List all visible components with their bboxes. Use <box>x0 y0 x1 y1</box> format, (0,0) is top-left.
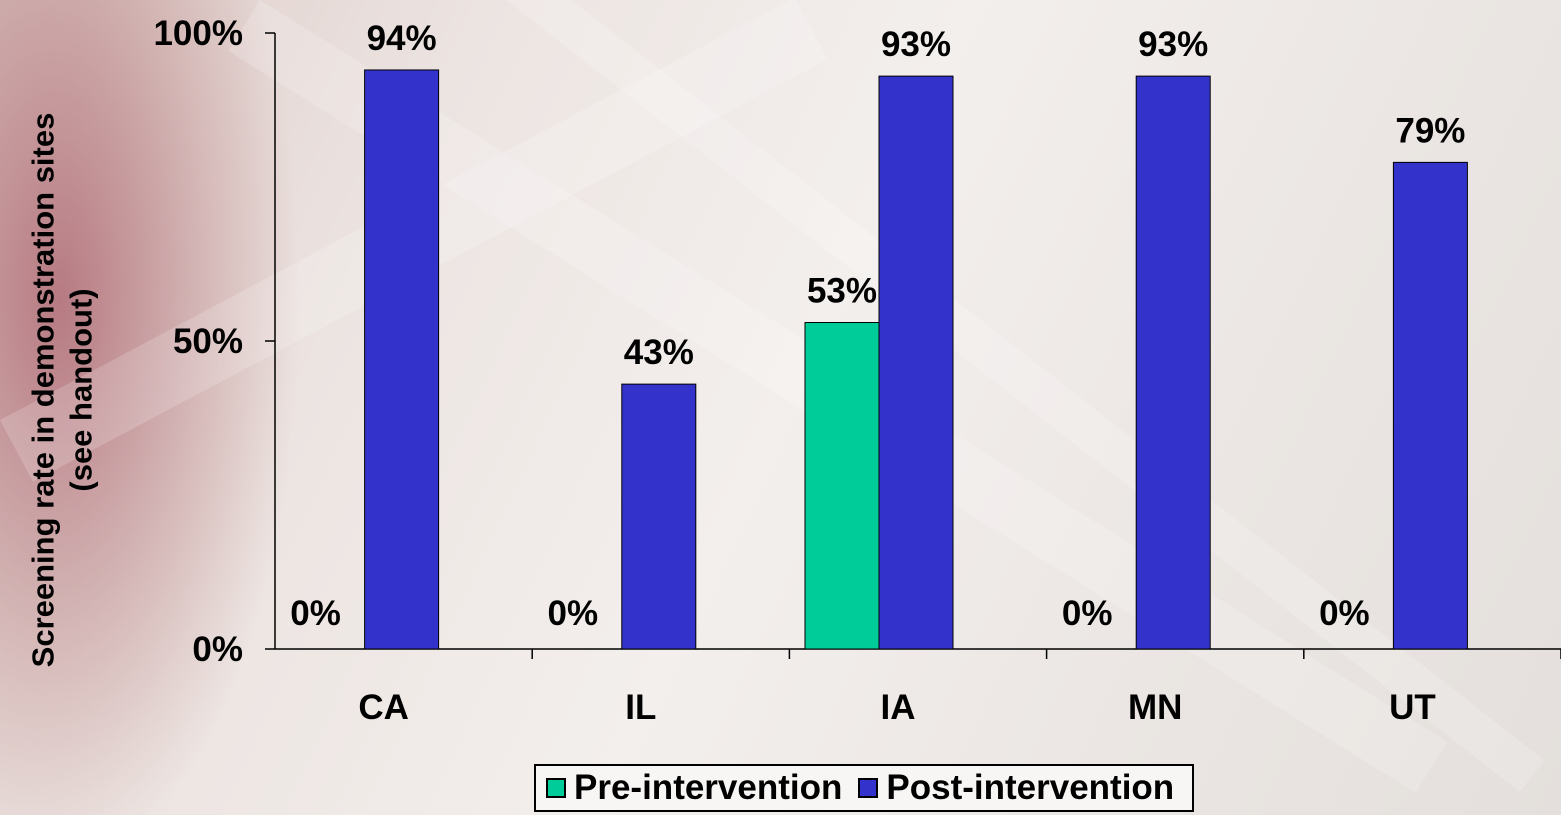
x-tick-label: MN <box>1128 688 1182 727</box>
x-tick-label: CA <box>358 688 409 727</box>
bar-post-ia <box>878 75 954 650</box>
data-label-post-il: 43% <box>624 333 694 372</box>
y-tick-label: 50% <box>173 322 243 361</box>
data-label-pre-il: 0% <box>548 594 599 633</box>
legend-item-post: Post-intervention <box>858 768 1174 808</box>
x-tick-label: IA <box>881 688 916 727</box>
y-tick-label: 100% <box>153 14 243 53</box>
data-label-pre-ut: 0% <box>1319 594 1370 633</box>
y-tick-label: 0% <box>192 630 243 669</box>
data-label-post-ca: 94% <box>367 19 437 58</box>
x-tick-label: IL <box>625 688 656 727</box>
x-tick-label: UT <box>1389 688 1436 727</box>
legend: Pre-intervention Post-intervention <box>534 764 1195 812</box>
data-label-post-ia: 93% <box>881 25 951 64</box>
bar-post-ca <box>364 69 440 650</box>
data-label-pre-mn: 0% <box>1062 594 1113 633</box>
data-label-post-ut: 79% <box>1395 111 1465 150</box>
bar-post-il <box>621 383 697 650</box>
legend-item-pre: Pre-intervention <box>546 768 842 808</box>
bar-pre-ia <box>804 322 880 650</box>
bar-post-ut <box>1392 161 1468 650</box>
legend-label-post: Post-intervention <box>886 768 1175 807</box>
legend-swatch-pre <box>546 778 566 798</box>
legend-label-pre: Pre-intervention <box>574 768 843 807</box>
data-label-pre-ia: 53% <box>807 272 877 311</box>
data-label-pre-ca: 0% <box>290 594 341 633</box>
legend-swatch-post <box>858 778 879 798</box>
data-label-post-mn: 93% <box>1138 25 1208 64</box>
bar-post-mn <box>1135 75 1211 650</box>
